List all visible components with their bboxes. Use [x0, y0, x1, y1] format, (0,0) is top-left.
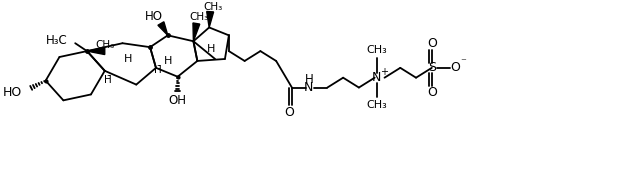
Text: ⁻: ⁻	[460, 57, 467, 67]
Text: O: O	[284, 106, 294, 119]
Text: H̄: H̄	[104, 75, 111, 85]
Text: H̄: H̄	[154, 65, 162, 75]
Text: OH: OH	[169, 94, 187, 107]
Text: S: S	[428, 61, 436, 74]
Text: CH₃: CH₃	[204, 2, 223, 12]
Text: O: O	[427, 37, 436, 50]
Text: N: N	[372, 71, 381, 84]
Text: O: O	[427, 86, 436, 99]
Text: H: H	[207, 44, 215, 54]
Polygon shape	[87, 48, 105, 55]
Text: CH₃: CH₃	[189, 12, 209, 22]
Polygon shape	[158, 22, 168, 35]
Text: H: H	[124, 54, 132, 64]
Text: CH₃: CH₃	[366, 45, 387, 55]
Text: H: H	[164, 56, 172, 66]
Text: +: +	[381, 67, 388, 77]
Text: H: H	[305, 73, 314, 86]
Text: O: O	[451, 61, 460, 74]
Text: HO: HO	[145, 10, 163, 23]
Text: H₃C: H₃C	[45, 34, 67, 47]
Text: N: N	[304, 81, 314, 94]
Polygon shape	[193, 23, 200, 41]
Text: CH₃: CH₃	[366, 100, 387, 110]
Polygon shape	[207, 12, 214, 28]
Text: CH₃: CH₃	[95, 40, 115, 50]
Text: HO: HO	[3, 86, 22, 99]
